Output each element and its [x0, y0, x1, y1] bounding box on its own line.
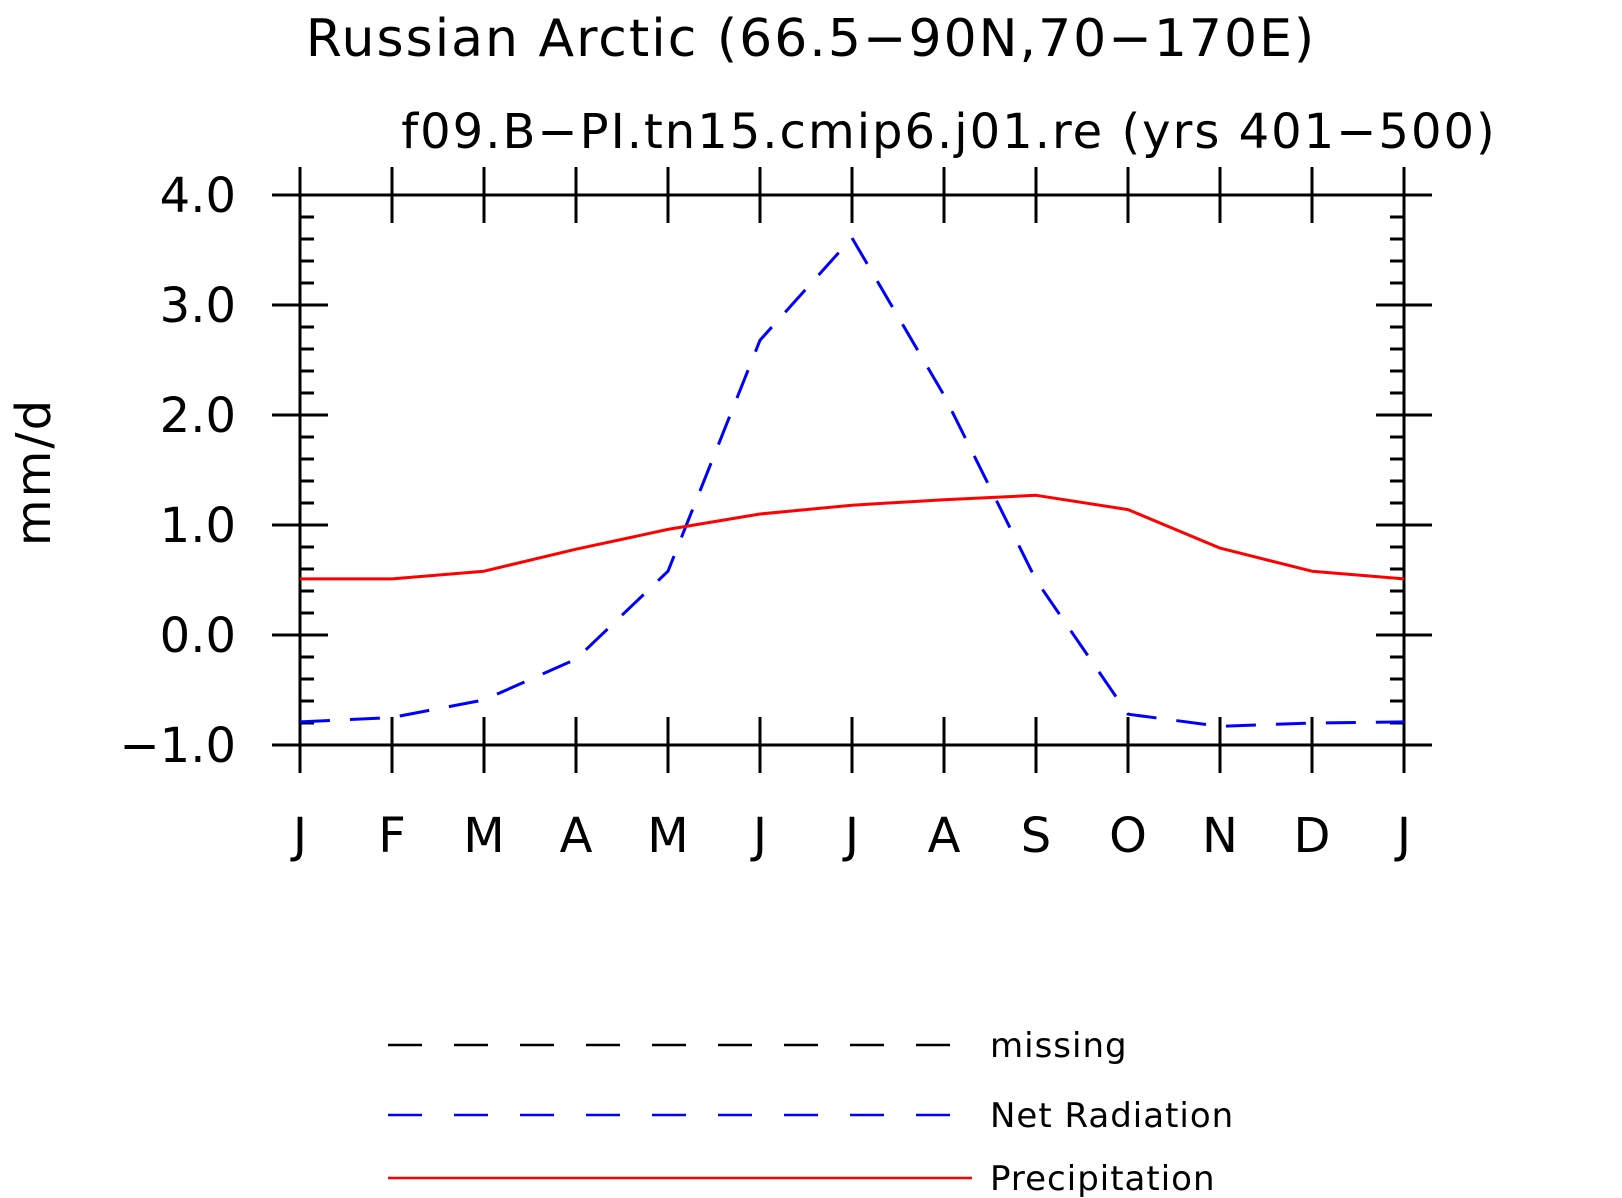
series-line	[300, 493, 1405, 581]
legend: missing Net Radiation Precipitation	[388, 1026, 1234, 1198]
x-tick-label: F	[378, 808, 406, 864]
x-tick-label: N	[1202, 808, 1238, 864]
y-tick-labels: −1.0 0.0 1.0 2.0 3.0 4.0	[119, 168, 236, 774]
legend-label: missing	[990, 1026, 1128, 1066]
x-tick-label: J	[1394, 808, 1411, 864]
x-tick-label: D	[1294, 808, 1331, 864]
y-tick-label: −1.0	[119, 718, 236, 774]
x-tick-label: A	[560, 808, 593, 864]
series-lines	[299, 236, 1405, 728]
x-tick-label: M	[463, 808, 504, 864]
legend-label: Precipitation	[990, 1159, 1216, 1198]
x-tick-label: A	[928, 808, 961, 864]
chart-subtitle: f09.B−PI.tn15.cmip6.j01.re (yrs 401−500)	[401, 104, 1497, 160]
y-tick-label: 3.0	[160, 278, 236, 334]
y-tick-label: 0.0	[160, 608, 236, 664]
x-tick-label: J	[290, 808, 307, 864]
chart-title: Russian Arctic (66.5−90N,70−170E)	[306, 9, 1316, 69]
legend-label: Net Radiation	[990, 1096, 1234, 1136]
x-tick-label: J	[750, 808, 767, 864]
y-tick-label: 1.0	[160, 498, 236, 554]
x-tick-label: M	[647, 808, 688, 864]
series-line	[299, 236, 1405, 728]
plot-frame	[298, 193, 1406, 747]
x-tick-label: J	[842, 808, 859, 864]
axis-ticks	[272, 167, 1432, 773]
y-tick-label: 2.0	[160, 388, 236, 444]
y-tick-label: 4.0	[160, 168, 236, 224]
x-tick-label: S	[1021, 808, 1051, 864]
x-tick-label: O	[1109, 808, 1147, 864]
y-axis-label: mm/d	[6, 398, 62, 546]
